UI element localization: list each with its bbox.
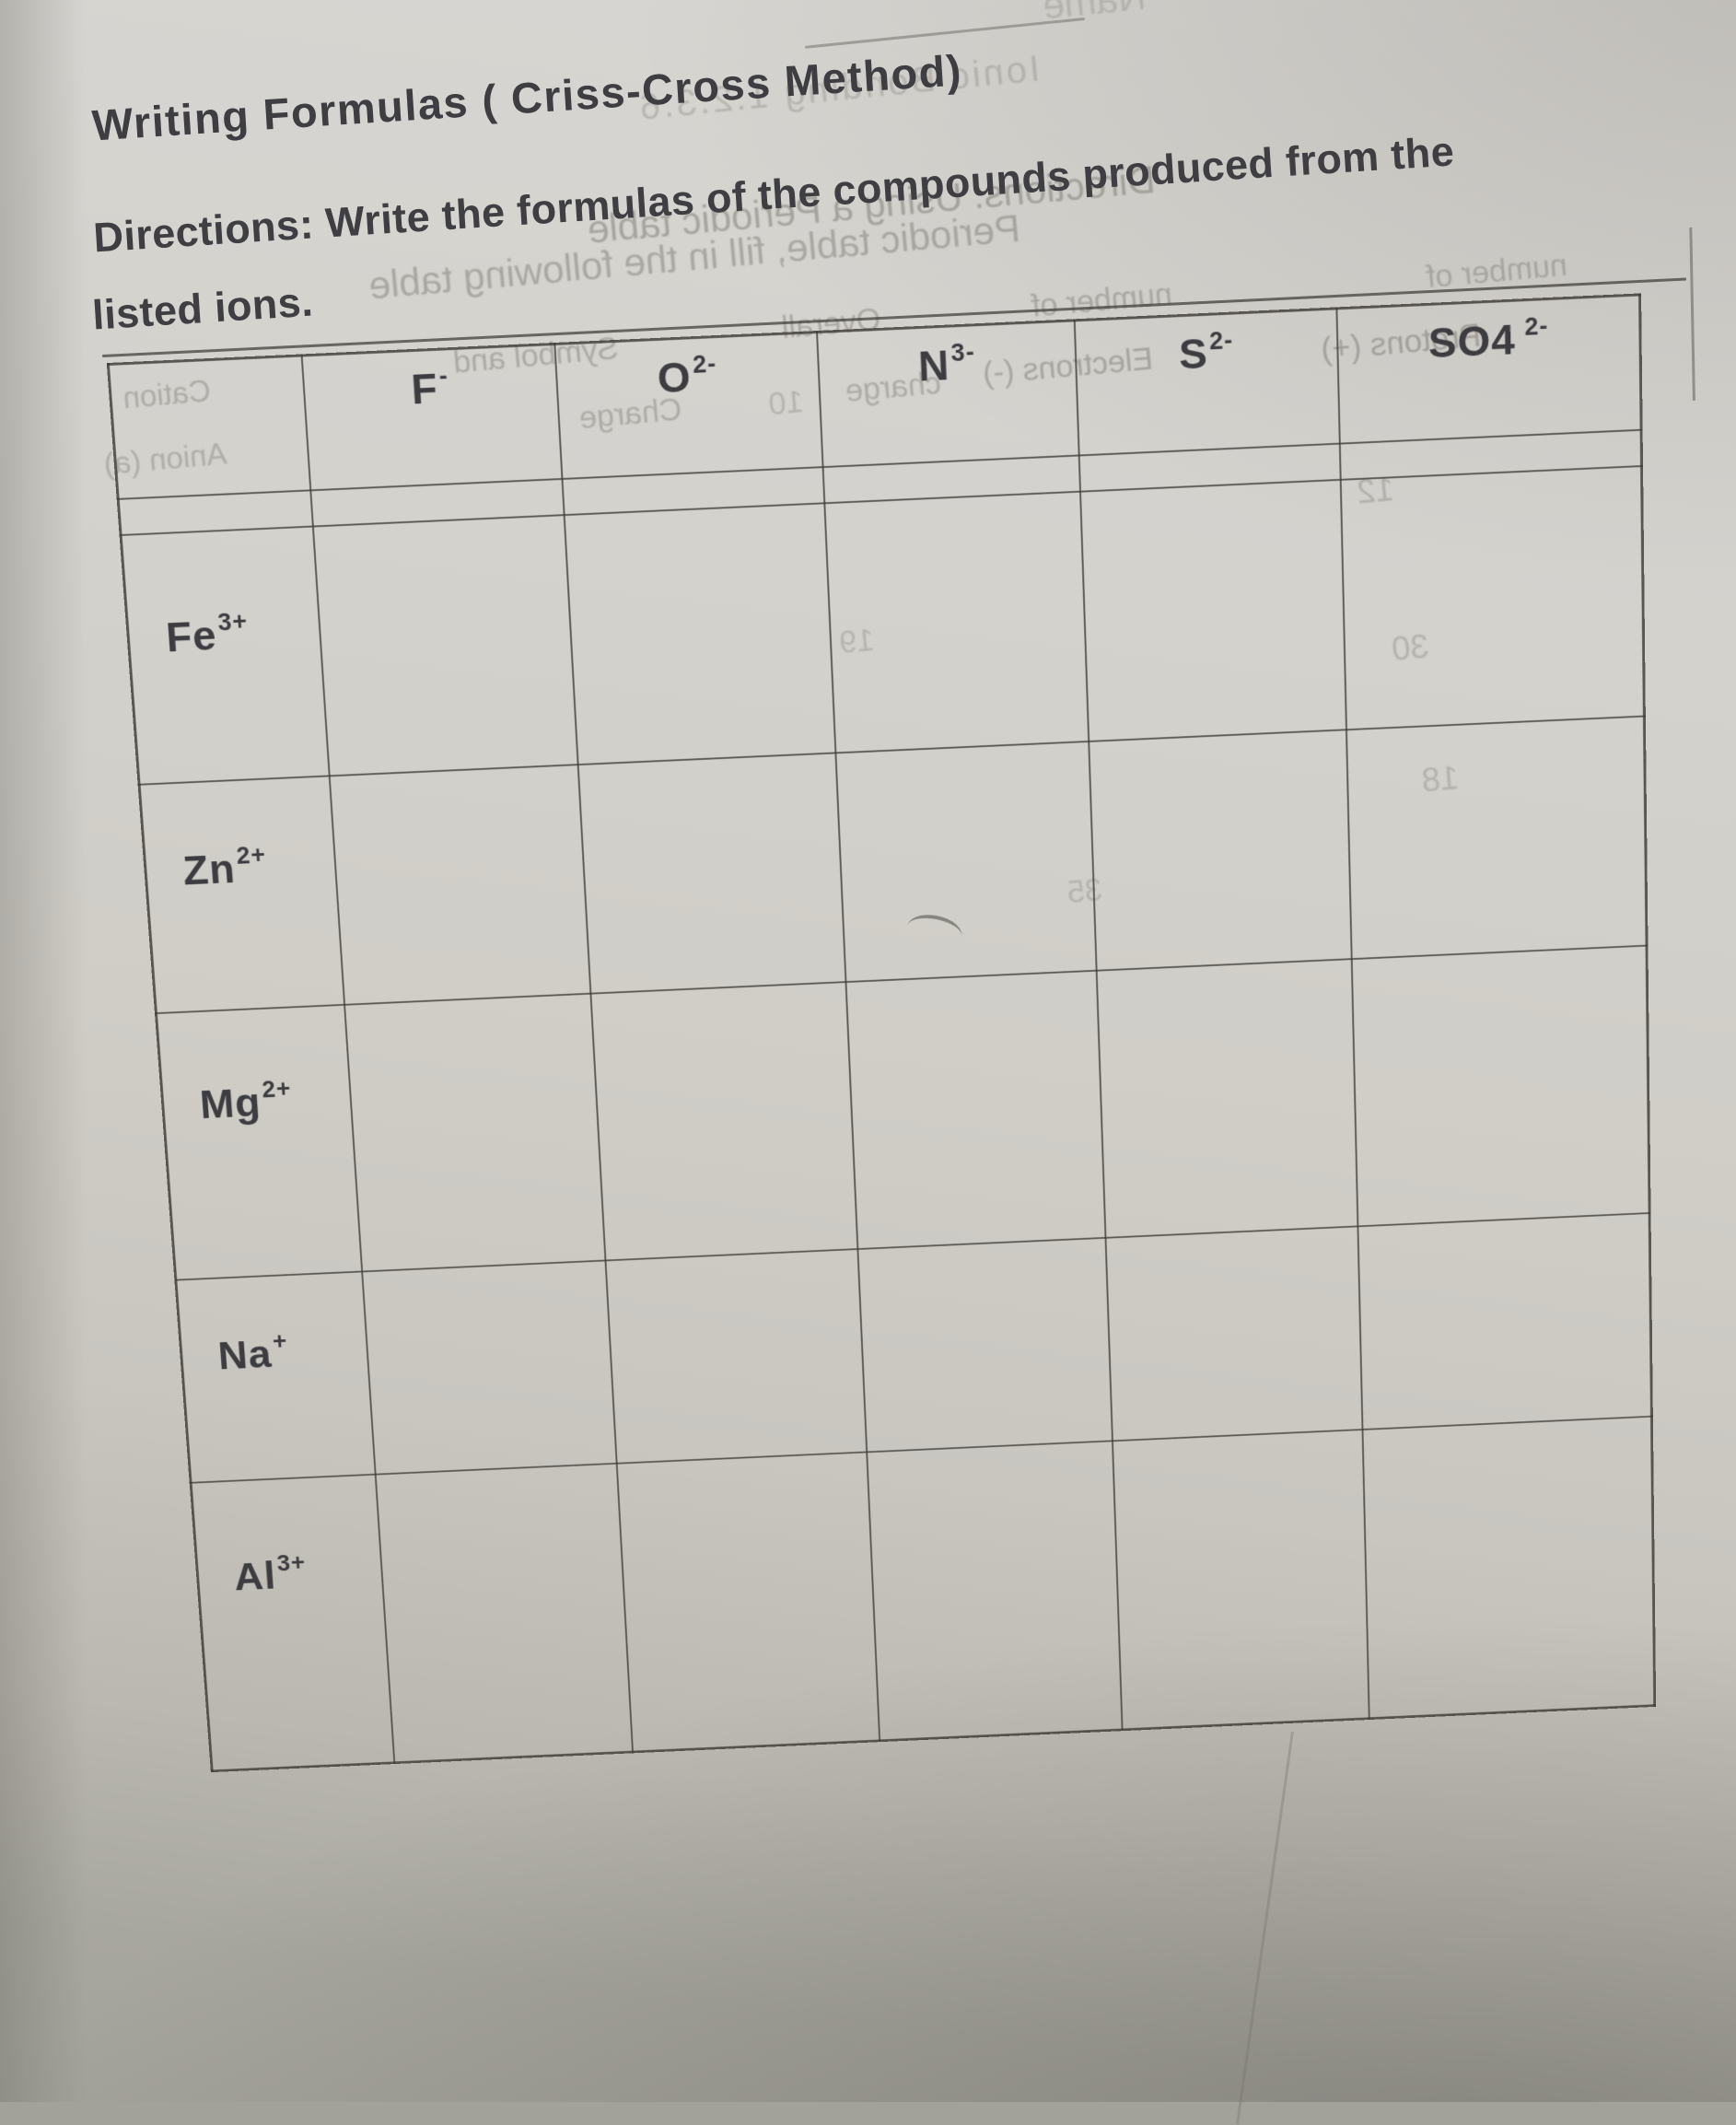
answer-cell (362, 1260, 617, 1474)
criss-cross-table-wrap: F- O2- N3- S2- SO4 2- Fe3+ (107, 294, 1654, 1773)
answer-cell (616, 1452, 880, 1752)
answer-cell (835, 741, 1096, 981)
col-header-s: S2- (1074, 309, 1339, 455)
answer-cell (1346, 716, 1647, 959)
row-header-fe: Fe3+ (121, 526, 329, 784)
bleed-through-text: Name (1041, 0, 1148, 28)
paper-content: Writing Formulas ( Criss-Cross Method) D… (0, 0, 1736, 2125)
answer-cell (1351, 945, 1649, 1226)
col-header-o: O2- (554, 333, 822, 479)
answer-cell (824, 491, 1089, 753)
answer-cell (605, 1249, 867, 1464)
worksheet-photo: Writing Formulas ( Criss-Cross Method) D… (0, 0, 1736, 2102)
answer-cell (857, 1237, 1113, 1452)
answer-cell (1357, 1213, 1652, 1430)
answer-cell (375, 1463, 632, 1762)
answer-cell (590, 982, 857, 1260)
col-header-so4: SO4 2- (1336, 295, 1641, 443)
answer-cell (564, 503, 835, 765)
answer-cell (1105, 1226, 1362, 1441)
stray-table-line (1689, 228, 1695, 401)
col-header-f: F- (301, 344, 562, 489)
answer-cell (1080, 479, 1346, 741)
answer-cell (867, 1441, 1122, 1741)
answer-cell (1340, 466, 1644, 730)
row-header-zn: Zn2+ (139, 776, 344, 1013)
directions-line-2: listed ions. (91, 277, 315, 339)
col-header-n: N3- (817, 321, 1079, 467)
answer-cell (1112, 1430, 1369, 1730)
row-header-al: Al3+ (191, 1474, 394, 1771)
answer-cell (329, 765, 590, 1005)
row-header-mg: Mg2+ (156, 1004, 361, 1279)
answer-cell (312, 515, 577, 776)
answer-cell (1096, 959, 1357, 1238)
answer-cell (1362, 1416, 1655, 1718)
row-header-na: Na+ (176, 1271, 375, 1482)
corner-cell (108, 356, 309, 498)
answer-cell (1089, 730, 1351, 970)
answer-cell (845, 970, 1105, 1248)
answer-cell (577, 753, 845, 993)
name-blank-line (805, 18, 1085, 48)
criss-cross-table: F- O2- N3- S2- SO4 2- Fe3+ (107, 293, 1656, 1772)
answer-cell (344, 993, 605, 1271)
page-title: Writing Formulas ( Criss-Cross Method) (90, 44, 963, 150)
